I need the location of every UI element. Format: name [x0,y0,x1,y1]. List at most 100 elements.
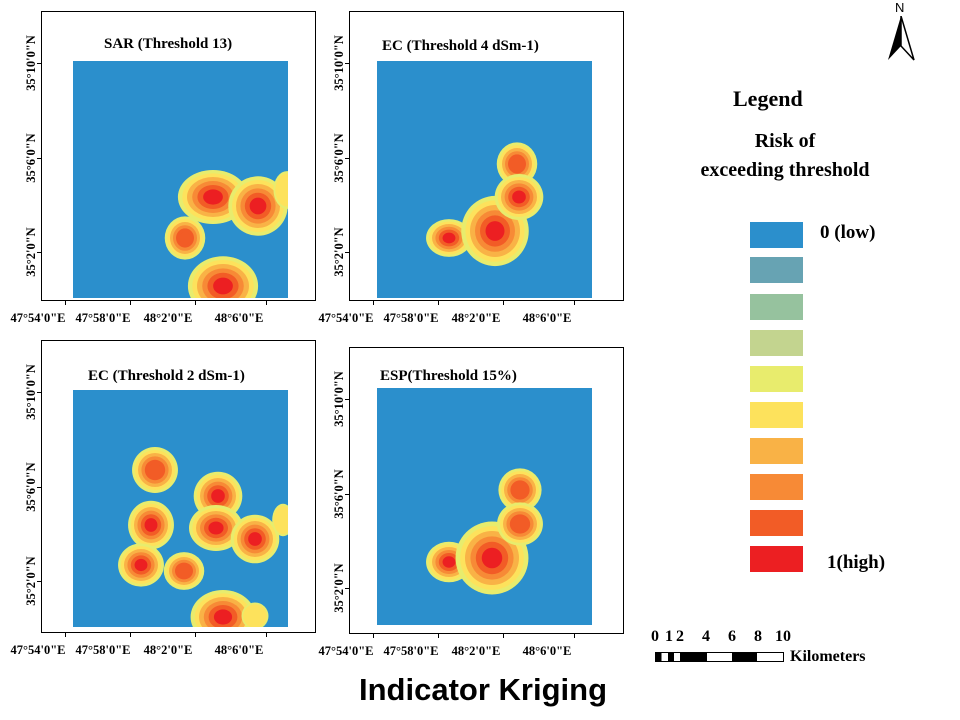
longitude-label: 48°2'0"E [451,311,501,325]
risk-hotspot [230,514,280,564]
risk-contour [248,532,262,546]
legend-swatch [750,546,803,572]
latitude-tick [37,392,41,393]
scale-number: 4 [702,628,710,645]
risk-contour [275,173,288,207]
risk-contour [208,521,224,535]
scale-number: 6 [728,628,736,645]
longitude-label: 48°2'0"E [143,643,193,657]
risk-contour [203,189,223,205]
latitude-tick [37,487,41,488]
risk-map [73,390,288,627]
legend-swatch [750,330,803,356]
longitude-label: 48°2'0"E [143,311,193,325]
risk-contour [148,463,162,477]
risk-contour [481,547,503,569]
longitude-label: 47°54'0"E [318,311,374,325]
legend-swatch [750,294,803,320]
longitude-tick [65,633,66,637]
risk-contour [213,609,233,625]
latitude-tick [345,158,349,159]
risk-hotspot [228,176,288,236]
risk-hotspot [118,543,164,587]
latitude-tick [37,158,41,159]
risk-contour [513,517,527,531]
risk-hotspot [128,500,174,550]
legend-subtitle-line1: Risk of [754,130,816,152]
longitude-label: 48°2'0"E [451,644,501,658]
north-arrow-icon [888,16,915,61]
north-label: N [895,0,905,15]
north-arrow: N [886,0,916,62]
risk-hotspot [496,142,538,186]
risk-hotspot [163,552,205,590]
longitude-tick [438,301,439,305]
legend-low-label: 0 (low) [820,222,876,243]
latitude-tick [345,494,349,495]
risk-hotspot [189,505,243,551]
risk-contour [178,565,190,577]
risk-contour [442,556,456,568]
risk-hotspot [494,174,544,220]
legend-swatch [750,510,803,536]
legend-title: Legend [733,86,803,111]
longitude-tick [574,301,575,305]
risk-contour [512,190,526,204]
legend-swatch [750,257,803,283]
panel-title: EC (Threshold 4 dSm-1) [382,38,539,54]
low-risk-background [73,390,288,627]
risk-hotspot [164,216,206,260]
longitude-label: 47°58'0"E [383,311,439,325]
risk-hotspot [426,219,472,257]
risk-hotspot [241,602,269,627]
longitude-label: 48°6'0"E [214,311,264,325]
longitude-tick [130,633,131,637]
longitude-label: 47°58'0"E [75,643,131,657]
longitude-tick [130,301,131,305]
risk-contour [179,231,191,245]
risk-map [73,61,288,298]
risk-contour [442,232,456,244]
longitude-tick [266,633,267,637]
longitude-tick [266,301,267,305]
risk-hotspot [187,256,259,298]
legend-swatch [750,474,803,500]
risk-contour [273,505,288,535]
longitude-tick [65,301,66,305]
risk-contour [511,157,523,171]
latitude-tick [345,252,349,253]
legend-swatch [750,402,803,428]
risk-hotspot [498,468,542,512]
scale-number: 2 [676,628,684,645]
legend-subtitle: Risk of exceeding threshold [660,127,910,185]
risk-contour [213,277,233,295]
longitude-label: 48°6'0"E [522,644,572,658]
legend-subtitle-line2: exceeding threshold [700,159,870,181]
longitude-tick [195,633,196,637]
latitude-tick [345,399,349,400]
legend-swatch [750,438,803,464]
legend-swatch [750,222,803,248]
scale-number: 8 [754,628,762,645]
longitude-label: 47°54'0"E [10,643,66,657]
longitude-label: 48°6'0"E [522,311,572,325]
longitude-label: 47°54'0"E [318,644,374,658]
scale-number: 1 [665,628,673,645]
risk-contour [211,489,225,503]
risk-hotspot [132,447,178,493]
panel-title: EC (Threshold 2 dSm-1) [88,368,245,384]
scale-number: 0 [651,628,659,645]
longitude-label: 47°58'0"E [383,644,439,658]
longitude-tick [438,634,439,638]
longitude-label: 47°54'0"E [10,311,66,325]
latitude-tick [345,588,349,589]
longitude-tick [574,634,575,638]
longitude-tick [373,301,374,305]
panel-title: ESP(Threshold 15%) [380,368,517,384]
risk-map [377,388,592,625]
risk-map [377,61,592,298]
legend-high-label: 1(high) [827,552,886,573]
longitude-tick [503,634,504,638]
latitude-tick [345,63,349,64]
figure-caption: Indicator Kriging [359,672,607,707]
